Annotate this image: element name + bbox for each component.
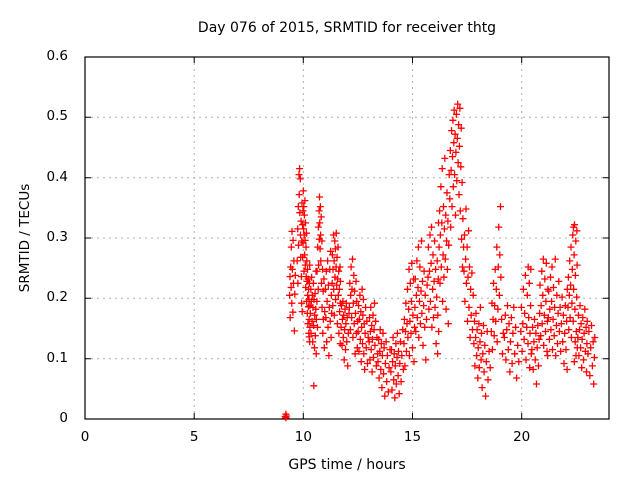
y-tick-label: 0.3 [46, 229, 68, 245]
y-tick-label: 0.1 [46, 349, 68, 366]
data-points [281, 100, 599, 422]
y-tick-label: 0.5 [46, 108, 68, 125]
x-tick-label: 15 [403, 429, 422, 445]
x-tick-label: 20 [513, 429, 531, 445]
chart-title: Day 076 of 2015, SRMTID for receiver tht… [197, 20, 497, 36]
x-tick-label: 0 [80, 429, 90, 445]
plot-border [84, 56, 610, 420]
x-axis-label: GPS time / hours [288, 457, 406, 473]
y-tick-label: 0.4 [46, 168, 68, 185]
x-tick-label: 10 [294, 429, 312, 445]
y-tick-label: 0 [59, 410, 68, 426]
y-tick-label: 0.2 [46, 289, 68, 306]
x-tick-label: 5 [189, 429, 199, 445]
y-tick-label: 0.6 [46, 48, 68, 64]
gridlines [85, 57, 609, 419]
